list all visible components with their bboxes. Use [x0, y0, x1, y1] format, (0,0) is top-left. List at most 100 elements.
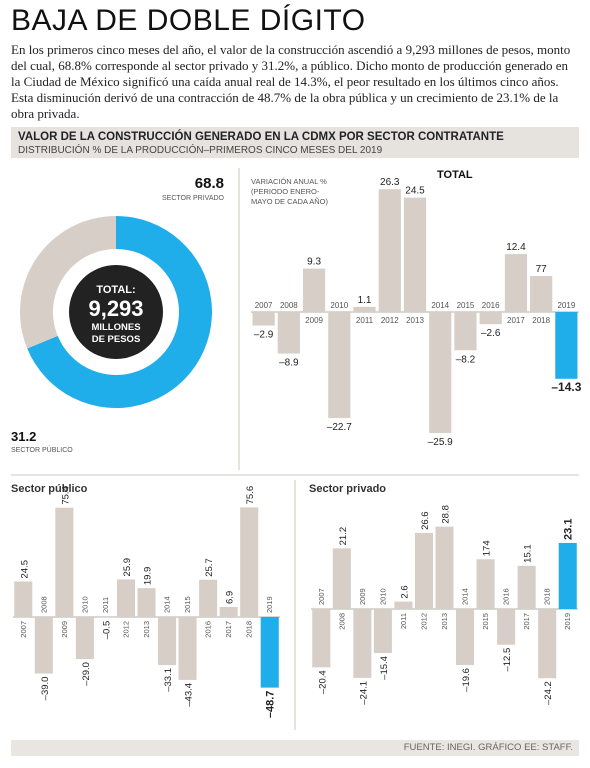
- source-credit: FUENTE: INEGI. GRÁFICO EE: STAFF.: [403, 742, 573, 753]
- total-value-label-2014: –25.9: [428, 437, 453, 448]
- privado-year-label-2014: 2014: [461, 588, 470, 605]
- total-bar-chart: TOTAL VARIACIÓN ANUAL % (PERIODO ENERO- …: [251, 169, 582, 448]
- privado-year-label-2010: 2010: [378, 588, 387, 605]
- privado-bar-2008: [332, 548, 351, 609]
- privado-year-label-2016: 2016: [502, 588, 511, 605]
- privado-year-label-2015: 2015: [481, 613, 490, 630]
- total-value-label-2009: 9.3: [307, 257, 321, 268]
- publico-year-label-2019: 2019: [265, 596, 274, 613]
- publico-year-label-2016: 2016: [204, 621, 213, 638]
- donut-center-label-3: MILLONES: [91, 322, 140, 333]
- privado-bar-2016: [497, 609, 516, 645]
- publico-year-label-2015: 2015: [183, 596, 192, 613]
- publico-value-label-2012: 25.9: [122, 558, 133, 577]
- privado-value-label-2016: –12.5: [502, 648, 513, 672]
- total-year-label-2013: 2013: [406, 316, 424, 325]
- donut-slice-public: [19, 216, 116, 349]
- publico-value-label-2013: 19.9: [143, 567, 154, 586]
- total-bar-2013: [403, 197, 427, 312]
- total-value-label-2013: 24.5: [405, 186, 425, 197]
- total-year-label-2019: 2019: [557, 301, 575, 310]
- total-bar-2017: [504, 254, 528, 312]
- total-value-label-2012: 26.3: [380, 177, 400, 188]
- total-year-label-2011: 2011: [356, 316, 374, 325]
- privado-year-label-2007: 2007: [317, 588, 326, 605]
- donut-private-value: 68.8: [195, 175, 224, 192]
- privado-value-label-2013: 28.8: [441, 505, 452, 524]
- total-value-label-2010: –22.7: [327, 422, 352, 433]
- privado-value-label-2017: 15.1: [523, 544, 534, 563]
- total-bar-2009: [302, 268, 326, 312]
- privado-bar-2017: [517, 565, 536, 609]
- total-year-label-2015: 2015: [457, 301, 475, 310]
- publico-value-label-2009: 75.4: [60, 486, 71, 505]
- privado-year-label-2018: 2018: [543, 588, 552, 605]
- total-value-label-2015: –8.2: [456, 354, 476, 365]
- sector-publico-bar-chart: Sector público 2007 24.5 2008 –39.0 2009 75.4…: [11, 483, 280, 718]
- total-value-label-2019: –14.3: [551, 380, 581, 394]
- privado-year-label-2012: 2012: [419, 613, 428, 630]
- publico-value-label-2015: –43.4: [184, 683, 195, 707]
- privado-value-label-2014: –19.6: [461, 668, 472, 692]
- donut-center-label-1: TOTAL:: [96, 284, 135, 296]
- sector-publico-title: Sector público: [11, 483, 88, 495]
- privado-year-label-2017: 2017: [522, 613, 531, 630]
- privado-bar-2013: [435, 526, 454, 609]
- total-year-label-2012: 2012: [381, 316, 399, 325]
- donut-chart: TOTAL: 9,293 MILLONES DE PESOS 68.8 SECT…: [11, 175, 225, 454]
- total-value-label-2011: 1.1: [358, 295, 372, 306]
- donut-public-label: SECTOR PÚBLICO: [11, 445, 73, 454]
- publico-bar-2014: [158, 617, 177, 665]
- privado-bar-2015: [476, 559, 495, 609]
- publico-bar-2019: [260, 617, 279, 688]
- total-year-label-2017: 2017: [507, 316, 525, 325]
- privado-value-label-2019: 23.1: [563, 519, 575, 540]
- donut-public-value: 31.2: [11, 429, 36, 444]
- total-note-1: VARIACIÓN ANUAL %: [251, 177, 327, 186]
- total-bar-2008: [277, 312, 300, 354]
- publico-bar-2011: [96, 617, 115, 618]
- privado-value-label-2012: 26.6: [420, 511, 431, 530]
- publico-value-label-2014: –33.1: [163, 668, 174, 692]
- privado-year-label-2011: 2011: [399, 613, 408, 629]
- total-bar-2015: [454, 312, 477, 351]
- privado-value-label-2018: –24.2: [543, 681, 554, 705]
- publico-bar-2018: [240, 507, 259, 617]
- publico-year-label-2017: 2017: [224, 621, 233, 638]
- privado-bar-2014: [456, 609, 475, 666]
- publico-year-label-2012: 2012: [121, 621, 130, 638]
- publico-value-label-2010: –29.0: [81, 662, 92, 686]
- publico-value-label-2011: –0.5: [101, 621, 112, 640]
- privado-value-label-2009: –24.1: [358, 681, 369, 705]
- privado-bar-2010: [373, 609, 392, 654]
- sector-privado-title: Sector privado: [309, 483, 386, 495]
- chart-banner: VALOR DE LA CONSTRUCCIÓN GENERADO EN LA …: [11, 127, 579, 158]
- total-bar-2011: [353, 306, 376, 312]
- privado-year-label-2009: 2009: [358, 588, 367, 605]
- publico-bar-2007: [14, 581, 33, 617]
- publico-year-label-2007: 2007: [19, 621, 28, 638]
- privado-bar-2011: [394, 601, 413, 609]
- total-value-label-2017: 12.4: [506, 242, 526, 253]
- privado-bar-2009: [353, 609, 372, 678]
- headline: BAJA DE DOBLE DÍGITO: [11, 4, 366, 37]
- publico-value-label-2007: 24.5: [19, 560, 30, 579]
- publico-bar-2008: [34, 617, 53, 674]
- privado-value-label-2011: 2.6: [399, 585, 410, 598]
- privado-bar-2012: [414, 532, 433, 609]
- publico-bar-2012: [116, 579, 135, 617]
- donut-center-label-4: DE PESOS: [92, 334, 141, 345]
- privado-year-label-2013: 2013: [440, 613, 449, 630]
- publico-bar-2013: [137, 588, 156, 617]
- publico-year-label-2014: 2014: [163, 596, 172, 613]
- total-chart-title: TOTAL: [437, 169, 473, 181]
- publico-bar-2015: [178, 617, 197, 680]
- privado-value-label-2010: –15.4: [379, 656, 390, 680]
- privado-year-label-2019: 2019: [563, 613, 572, 630]
- donut-center: [69, 265, 163, 359]
- publico-year-label-2013: 2013: [142, 621, 151, 638]
- privado-value-label-2008: 21.2: [338, 527, 349, 546]
- total-value-label-2007: –2.9: [254, 330, 274, 341]
- total-year-label-2008: 2008: [280, 301, 298, 310]
